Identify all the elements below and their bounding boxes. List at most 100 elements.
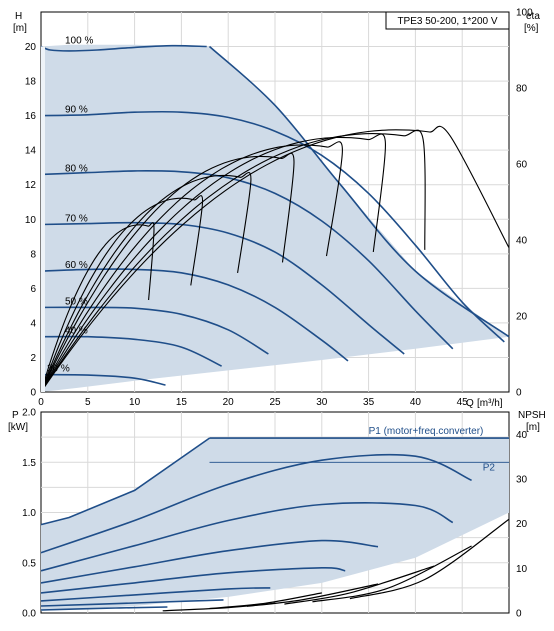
eta-tick-label: 80 [516, 84, 528, 95]
power-curves: P1 (motor+freq.converter) P2 [40, 426, 509, 611]
npsh-axis-label: NPSH [518, 410, 546, 421]
p2-label: P2 [483, 462, 496, 473]
npsh-axis-unit: [m] [526, 422, 540, 433]
speed-label: 100 % [65, 36, 93, 47]
head-curve-1 [40, 44, 207, 52]
head-curve-3 [40, 170, 454, 350]
head-y-tick-labels: 0 2 4 6 8 10 12 14 16 18 20 [25, 42, 37, 398]
flow-axis-unit: [m³/h] [477, 398, 503, 409]
power-tick-label: 0.5 [22, 558, 36, 569]
head-axis-unit: [m] [13, 23, 27, 34]
power-curve-8 [40, 599, 224, 607]
head-max-curve [208, 45, 510, 338]
efficiency-curves [40, 125, 510, 393]
head-curve-6 [40, 306, 269, 355]
npsh-tick-label: 10 [516, 564, 528, 575]
npsh-curve-3 [246, 583, 379, 607]
eta-axis-label: eta [526, 11, 540, 22]
head-operating-range [41, 44, 509, 393]
npsh-curve-6 [349, 518, 510, 600]
eta-curve-4 [40, 152, 295, 393]
flow-tick-label: 0 [38, 397, 44, 408]
flow-tick-label: 10 [129, 397, 141, 408]
eta-curve-6 [40, 133, 386, 393]
title-box [385, 11, 510, 30]
eta-tick-label: 0 [516, 388, 522, 399]
speed-label: 80 % [65, 163, 88, 174]
eta-tick-label: 40 [516, 236, 528, 247]
head-tick-label: 8 [30, 249, 36, 260]
flow-tick-label: 45 [457, 397, 469, 408]
eta-curve-8 [40, 125, 510, 393]
p1-label: P1 (motor+freq.converter) [369, 426, 484, 437]
chart-title: TPE3 50-200, 1*200 V [397, 16, 497, 27]
power-axis-unit: [kW] [8, 422, 28, 433]
eta-tick-label: 100 [516, 8, 533, 19]
power-tick-label: 1.0 [22, 508, 36, 519]
speed-label: 70 % [65, 213, 88, 224]
head-tick-label: 16 [25, 111, 37, 122]
eta-tick-label: 60 [516, 160, 528, 171]
flow-tick-label: 35 [363, 397, 375, 408]
head-tick-label: 12 [25, 180, 37, 191]
speed-label: 50 % [65, 296, 88, 307]
npsh-tick-label: 40 [516, 430, 528, 441]
head-curve-4 [40, 221, 405, 355]
power-tick-label: 1.5 [22, 458, 36, 469]
eta-curve-3 [40, 171, 252, 393]
power-curve-6 [40, 566, 346, 594]
npsh-curves [162, 518, 510, 612]
power-axis-label: P [12, 410, 19, 421]
power-y-tick-labels: 0.0 0.5 1.0 1.5 2.0 [22, 408, 36, 620]
head-tick-label: 2 [30, 353, 36, 364]
head-tick-label: 6 [30, 284, 36, 295]
head-left-band [41, 46, 45, 392]
eta-curve-1 [40, 222, 155, 393]
power-operating-range [41, 438, 509, 611]
flow-tick-label: 15 [176, 397, 188, 408]
head-tick-label: 14 [25, 146, 37, 157]
npsh-tick-label: 0 [516, 609, 522, 620]
eta-tick-labels: 0 20 40 60 80 100 [516, 8, 533, 399]
head-curve-5 [40, 268, 349, 362]
head-x-tick-labels: 0 5 10 15 20 25 30 35 40 45 [38, 397, 468, 408]
speed-label: 90 % [65, 105, 88, 116]
power-tick-label: 2.0 [22, 408, 36, 419]
head-tick-label: 10 [25, 215, 37, 226]
power-curve-7 [40, 587, 271, 602]
npsh-curve-2 [209, 592, 322, 610]
speed-label: 30 % [47, 364, 70, 375]
head-curves: 100 % 90 % 80 % 70 % 60 % 50 % 40 % 30 % [40, 36, 510, 386]
power-chart: P1 (motor+freq.converter) P2 0.0 0.5 1.0 1.5… [8, 408, 546, 620]
power-curve-4 [40, 502, 454, 572]
flow-tick-label: 5 [85, 397, 91, 408]
flow-axis-label: Q [466, 398, 474, 409]
power-max-rise [40, 437, 210, 526]
npsh-curve-4 [284, 565, 435, 605]
head-tick-label: 4 [30, 318, 36, 329]
npsh-tick-label: 30 [516, 475, 528, 486]
npsh-tick-labels: 0 10 20 30 40 [516, 430, 528, 620]
head-curve-2 [40, 110, 505, 343]
eta-tick-label: 20 [516, 312, 528, 323]
speed-label: 40 % [65, 326, 88, 337]
flow-tick-label: 40 [410, 397, 422, 408]
head-tick-label: 0 [30, 388, 36, 399]
eta-axis-unit: [%] [524, 23, 539, 34]
power-curve-3 [40, 453, 472, 554]
npsh-curve-5 [312, 545, 472, 603]
head-tick-label: 20 [25, 42, 37, 53]
power-curve-9 [40, 606, 168, 611]
power-tick-label: 0.0 [22, 609, 36, 620]
power-curve-5 [40, 539, 379, 584]
eta-curve-2 [40, 195, 204, 393]
head-tick-label: 18 [25, 77, 37, 88]
flow-tick-label: 25 [269, 397, 281, 408]
head-curve-8 [40, 373, 166, 386]
flow-tick-label: 20 [223, 397, 235, 408]
speed-label: 60 % [65, 260, 88, 271]
flow-tick-label: 30 [316, 397, 328, 408]
eta-curve-7 [40, 129, 426, 393]
